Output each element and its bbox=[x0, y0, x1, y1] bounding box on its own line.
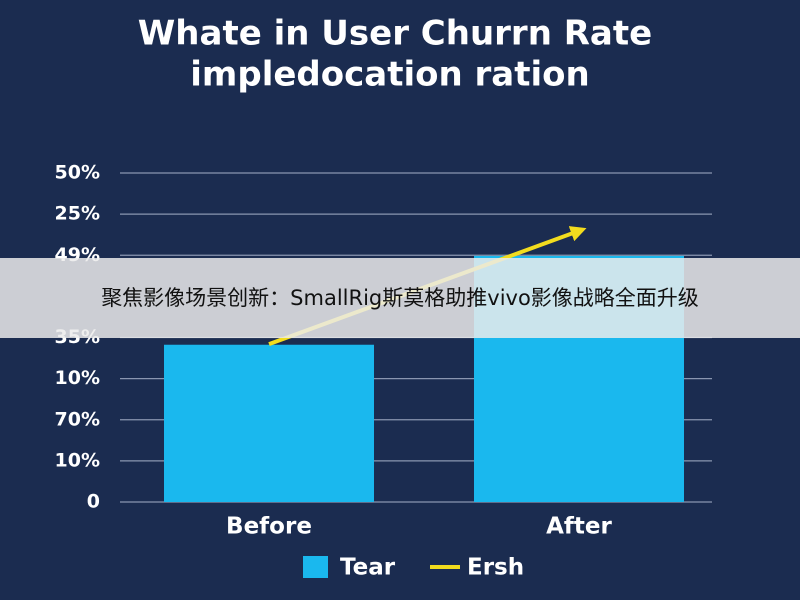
y-tick-label: 0 bbox=[87, 491, 100, 513]
y-tick-label: 10% bbox=[55, 449, 100, 471]
y-tick-label: 25% bbox=[55, 203, 100, 225]
y-tick-label: 50% bbox=[55, 162, 100, 184]
legend-label: Ersh bbox=[467, 555, 524, 581]
bar bbox=[164, 344, 374, 502]
banner-text: 聚焦影像场景创新：SmallRig斯莫格助推vivo影像战略全面升级 bbox=[101, 286, 699, 310]
x-tick-label: Before bbox=[226, 514, 312, 540]
banner-bg bbox=[0, 258, 800, 338]
chart-title: impledocation ration bbox=[190, 55, 589, 95]
x-tick-label: After bbox=[546, 514, 612, 540]
legend-swatch bbox=[303, 556, 328, 578]
y-tick-label: 10% bbox=[55, 367, 100, 389]
y-tick-label: 70% bbox=[55, 408, 100, 430]
legend-label: Tear bbox=[340, 555, 396, 581]
chart-title: Whate in User Churrn Rate bbox=[138, 14, 652, 54]
